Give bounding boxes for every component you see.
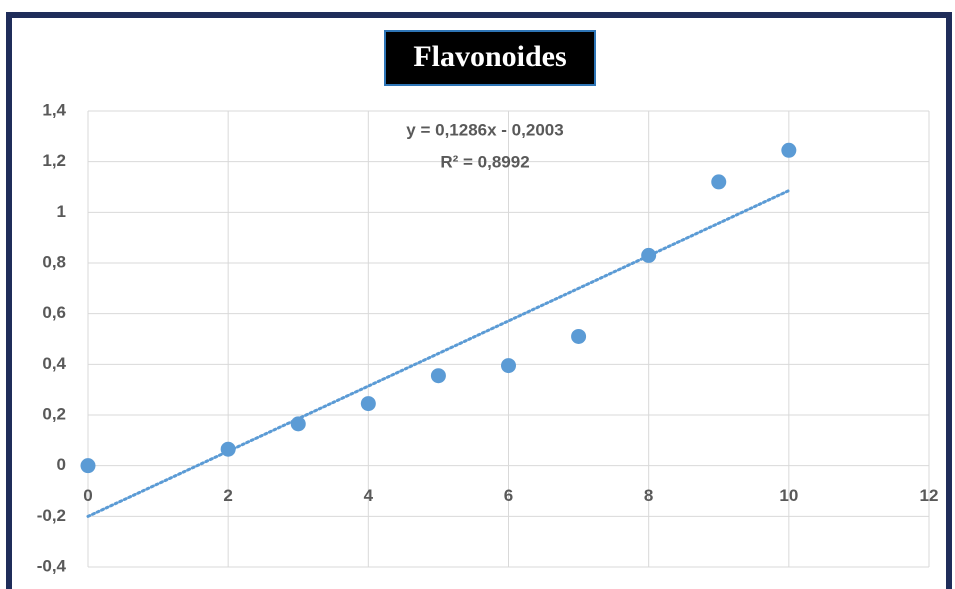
r-squared: R² = 0,8992 (440, 152, 529, 171)
trendline-equation: y = 0,1286x - 0,2003 (406, 120, 563, 139)
x-tick-label: 6 (504, 486, 513, 505)
x-tick-label: 8 (644, 486, 653, 505)
y-tick-label: 0,6 (42, 303, 66, 322)
y-tick-label: 0,4 (42, 354, 66, 373)
y-tick-label: 1 (57, 202, 66, 221)
data-point (430, 368, 446, 384)
data-point (290, 416, 306, 432)
title-box (384, 30, 596, 86)
y-tick-label: -0,2 (37, 506, 66, 525)
frame (6, 12, 952, 589)
y-tick-label: -0,4 (37, 556, 67, 575)
data-point (220, 441, 236, 457)
data-point (641, 247, 657, 263)
y-tick-label: 0,2 (42, 404, 66, 423)
data-point (571, 328, 587, 344)
x-tick-label: 4 (364, 486, 374, 505)
data-point (781, 142, 797, 158)
data-point (360, 396, 376, 412)
y-tick-label: 1,4 (42, 100, 66, 119)
chart-title: Flavonoides (413, 40, 566, 73)
x-tick-label: 12 (920, 486, 939, 505)
x-tick-label: 2 (223, 486, 232, 505)
data-point (501, 358, 516, 374)
y-tick-label: 0,8 (42, 252, 66, 271)
y-tick-label: 0 (57, 455, 66, 474)
y-tick-label: 1,2 (42, 151, 66, 170)
x-tick-label: 0 (83, 486, 92, 505)
trendline (86, 189, 791, 518)
data-point (80, 458, 96, 474)
data-point (711, 174, 727, 190)
x-tick-label: 10 (779, 486, 798, 505)
